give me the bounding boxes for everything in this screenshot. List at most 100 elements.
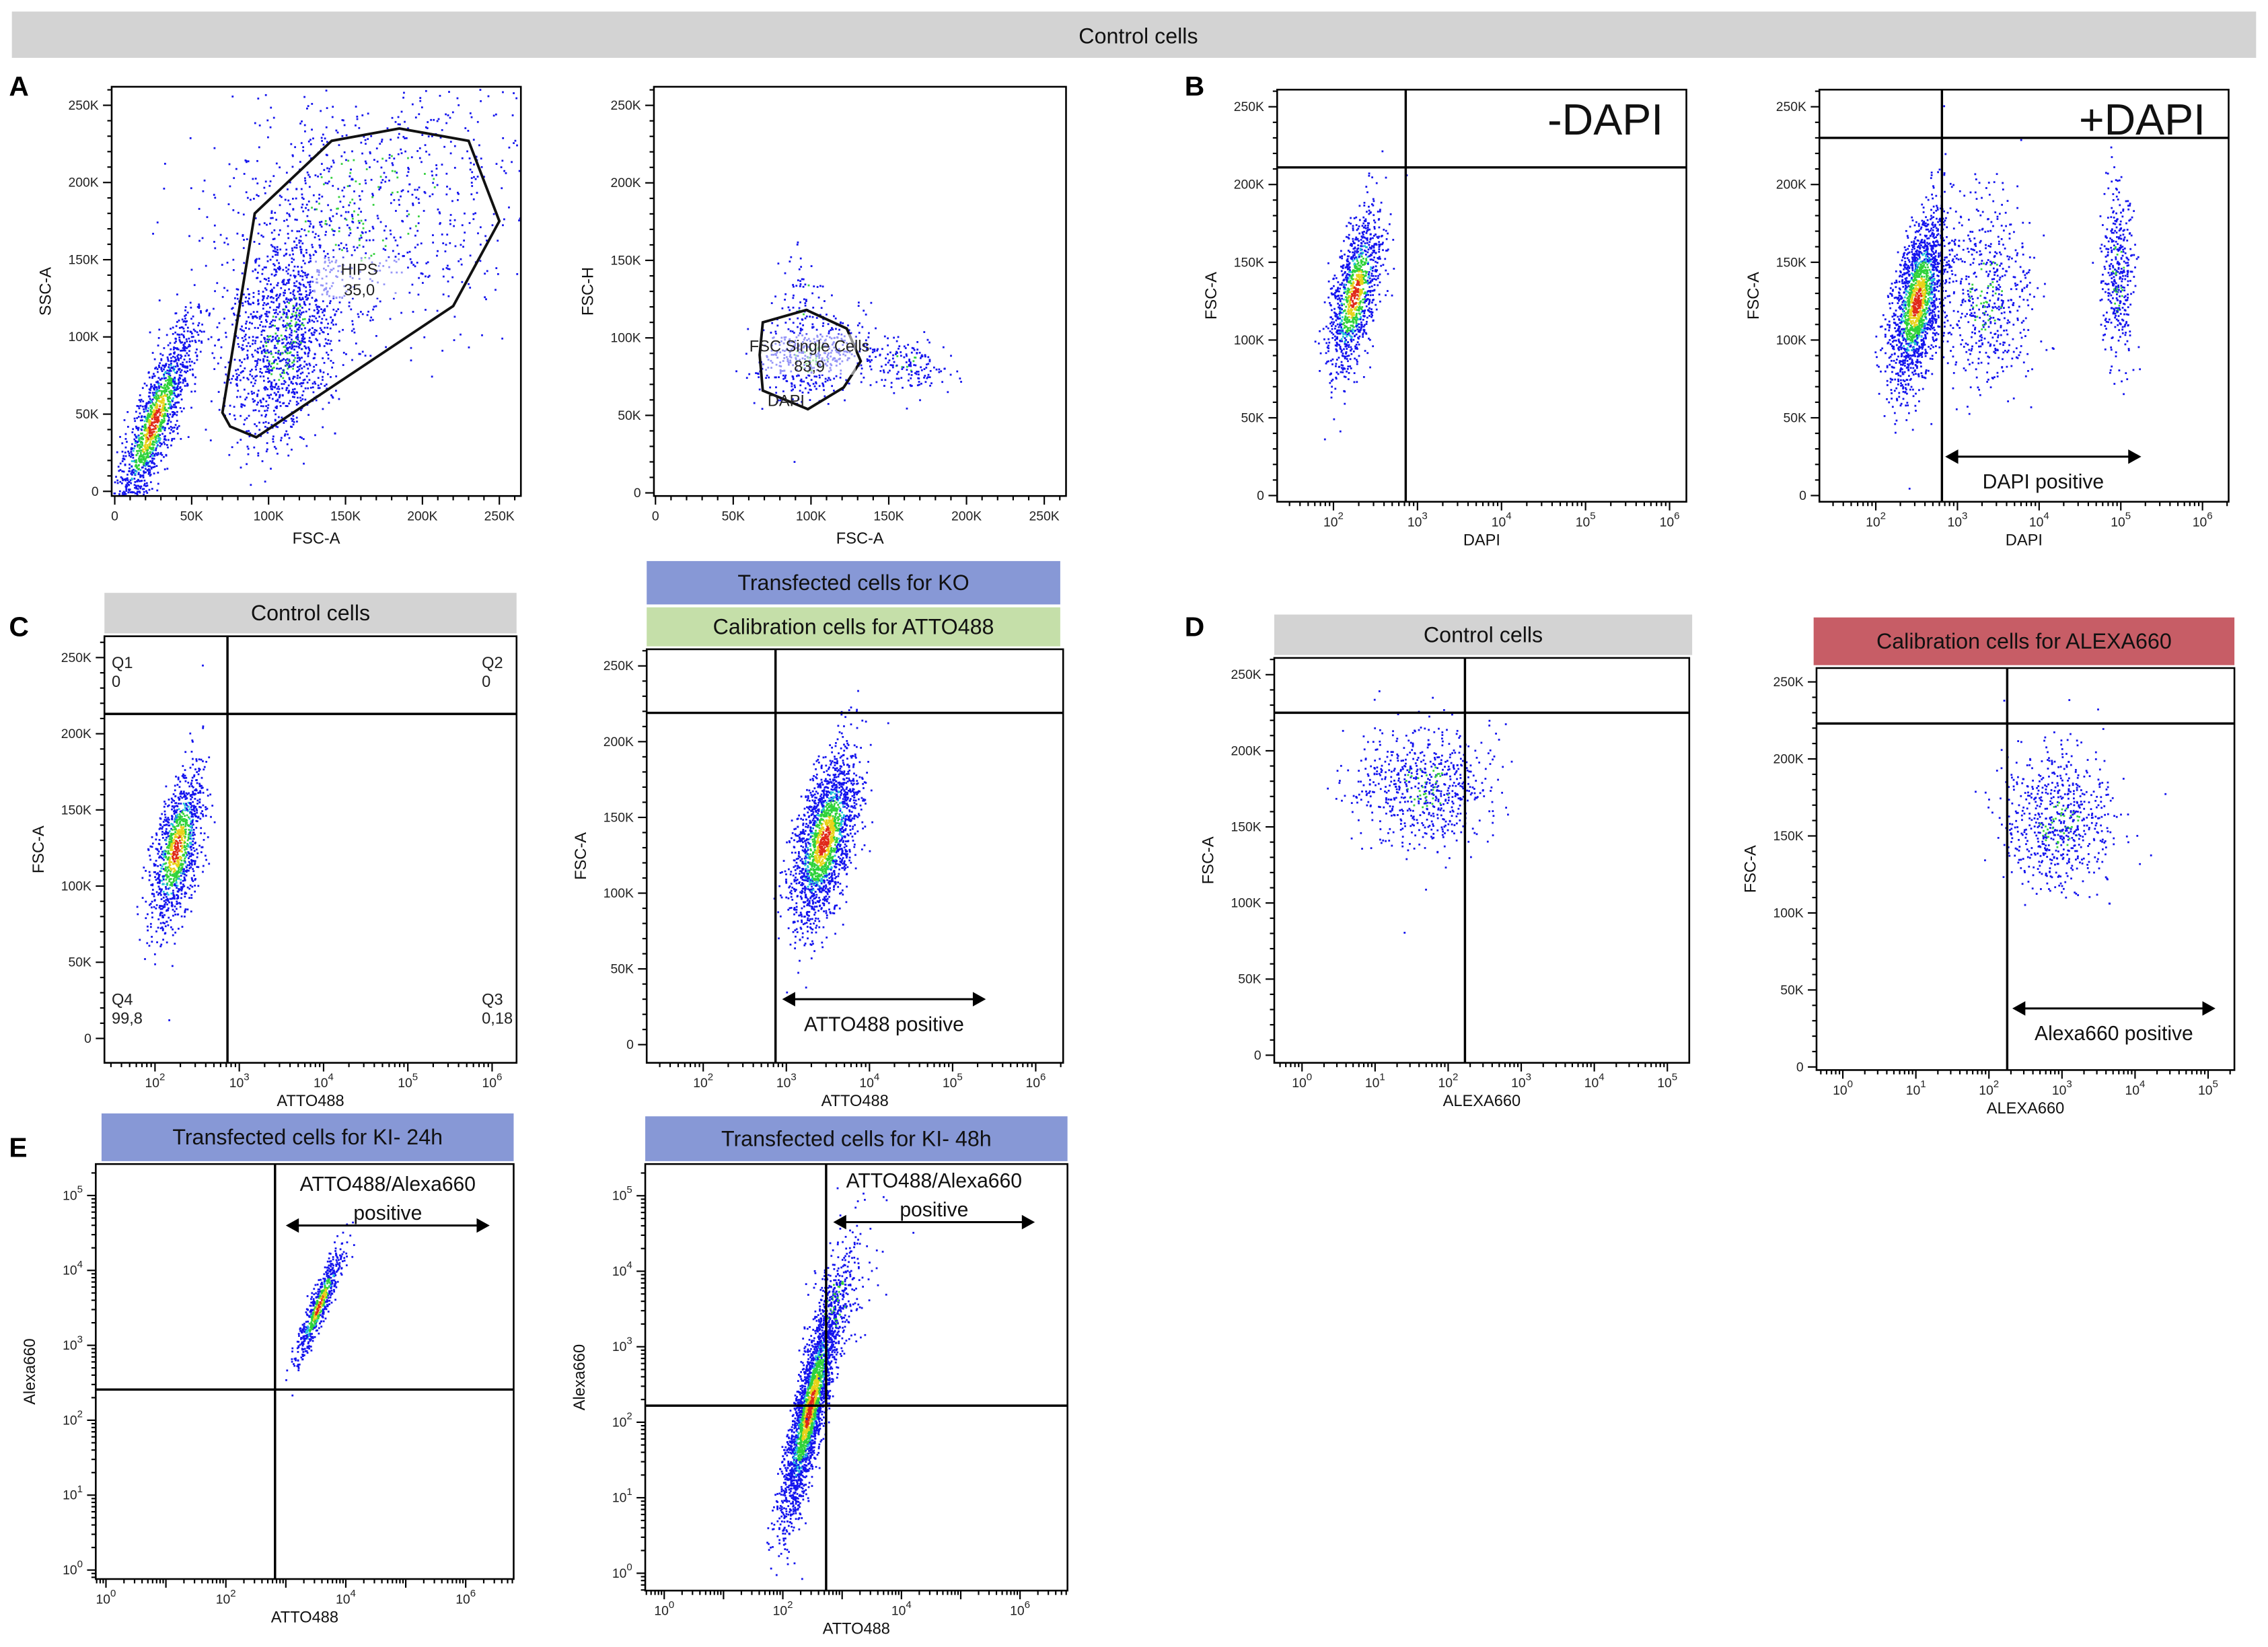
data-point: [299, 122, 301, 125]
data-point: [279, 295, 281, 297]
data-point: [775, 386, 777, 389]
data-point: [1370, 245, 1373, 248]
data-point: [810, 265, 813, 267]
data-point: [289, 254, 291, 256]
data-point: [1356, 248, 1358, 250]
data-point: [1355, 333, 1358, 336]
data-point: [231, 324, 233, 326]
data-point: [812, 383, 815, 385]
data-point: [445, 172, 448, 175]
data-point: [324, 220, 327, 222]
data-point: [303, 351, 306, 354]
data-point: [137, 427, 139, 429]
data-point: [134, 420, 137, 423]
data-point: [343, 186, 346, 189]
data-point: [418, 147, 421, 149]
data-point: [411, 194, 414, 196]
data-point: [887, 361, 889, 364]
data-point: [318, 305, 321, 308]
data-point: [327, 322, 330, 325]
data-point: [330, 394, 332, 396]
data-point: [802, 285, 805, 288]
data-point: [269, 180, 272, 183]
data-point: [174, 388, 176, 391]
data-point: [144, 405, 147, 408]
data-point: [287, 282, 290, 284]
data-point: [314, 381, 316, 383]
data-point: [289, 334, 291, 336]
data-point: [451, 111, 454, 114]
data-point: [140, 458, 143, 460]
data-point: [460, 258, 462, 260]
data-point: [265, 315, 268, 318]
data-point: [233, 312, 235, 315]
data-point: [272, 441, 275, 443]
data-point: [914, 357, 917, 359]
data-point: [258, 410, 260, 412]
data-point: [276, 340, 278, 342]
data-point: [175, 406, 178, 408]
data-point: [826, 314, 828, 316]
data-point: [491, 224, 494, 227]
data-point: [259, 359, 262, 361]
data-point: [351, 359, 353, 361]
data-point: [1352, 318, 1354, 321]
data-point: [146, 433, 148, 435]
data-point: [817, 296, 820, 299]
data-point: [340, 242, 342, 245]
data-point: [295, 246, 298, 249]
data-point: [1355, 312, 1358, 315]
data-point: [137, 444, 140, 446]
data-point: [273, 346, 276, 349]
data-point: [307, 220, 309, 222]
data-point: [298, 359, 301, 361]
data-point: [161, 422, 163, 425]
data-point: [495, 113, 497, 116]
panel-header-label: Transfected cells for KO: [737, 571, 969, 595]
data-point: [172, 365, 175, 368]
data-point: [373, 305, 375, 308]
data-point: [136, 492, 139, 495]
data-point: [262, 235, 264, 238]
data-point: [264, 352, 267, 355]
data-point: [292, 414, 295, 417]
data-point: [250, 313, 252, 316]
data-point: [288, 377, 291, 379]
data-point: [155, 390, 157, 393]
data-point: [241, 272, 244, 274]
data-point: [286, 349, 289, 351]
data-point: [143, 488, 145, 490]
data-point: [297, 338, 299, 341]
data-point: [292, 377, 294, 380]
data-point: [242, 235, 244, 237]
plot-a2: 0 50K 100K 150K 200K 250K050K100K150K200K250K…: [580, 85, 1067, 548]
data-point: [372, 308, 375, 311]
data-point: [291, 420, 293, 423]
data-point: [431, 375, 433, 378]
data-point: [1345, 266, 1348, 268]
data-point: [322, 330, 324, 333]
data-point: [807, 383, 810, 386]
data-point: [157, 394, 159, 397]
data-point: [208, 314, 211, 317]
data-point: [240, 371, 242, 374]
data-point: [157, 397, 160, 400]
data-point: [883, 335, 886, 338]
data-point: [303, 462, 305, 465]
data-point: [291, 313, 293, 316]
data-point: [323, 345, 326, 347]
data-point: [432, 182, 435, 184]
data-point: [129, 464, 131, 466]
data-point: [909, 361, 912, 364]
data-point: [179, 340, 182, 342]
data-point: [291, 338, 293, 341]
data-point: [799, 322, 801, 325]
data-point: [297, 369, 299, 372]
data-point: [294, 325, 297, 328]
data-point: [248, 297, 250, 300]
data-point: [214, 344, 216, 346]
data-point: [468, 222, 471, 224]
data-point: [145, 439, 147, 442]
panel-header: [1274, 614, 1693, 655]
data-point: [362, 223, 365, 225]
